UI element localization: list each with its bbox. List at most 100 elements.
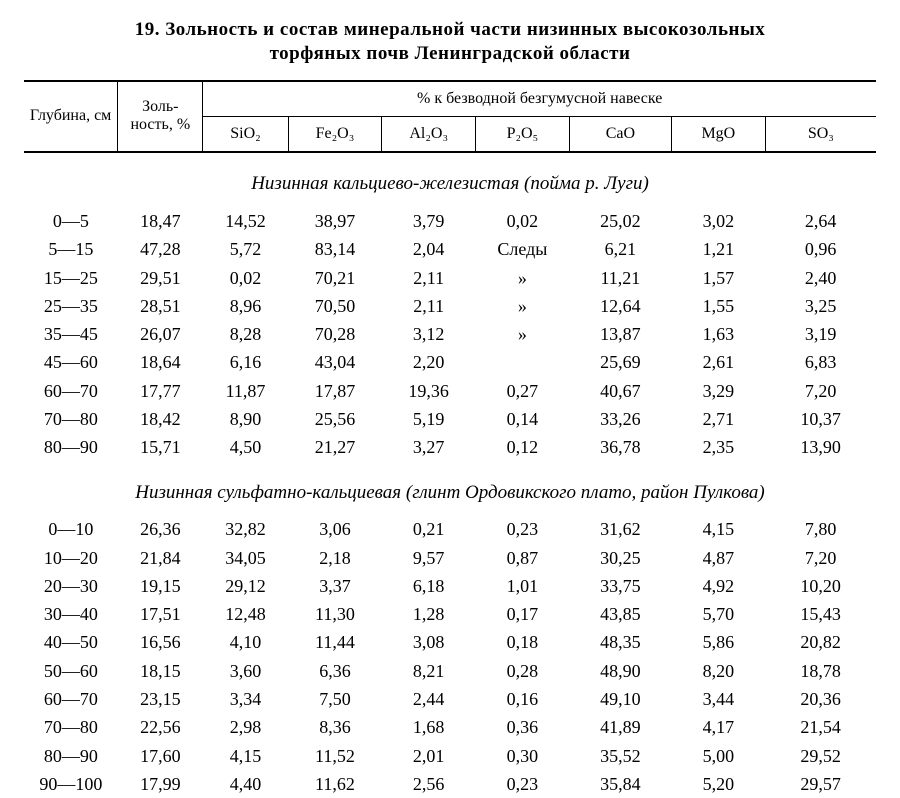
table-row: 60—7017,7711,8717,8719,360,2740,673,297,… [24,377,876,405]
cell-value: 18,47 [118,207,203,235]
cell-value: » [476,292,570,320]
cell-value: 4,50 [203,433,288,461]
cell-value: 30,25 [569,544,671,572]
col-al2o3: Al₂O₃ [382,116,476,152]
cell-depth: 20—30 [24,572,118,600]
cell-value: 28,51 [118,292,203,320]
cell-value: 4,15 [671,515,765,543]
cell-depth: 45—60 [24,348,118,376]
cell-depth: 10—20 [24,544,118,572]
cell-value [476,348,570,376]
col-p2o5: P₂O₅ [476,116,570,152]
cell-value: 18,42 [118,405,203,433]
cell-value: 29,52 [765,742,876,770]
cell-value: 1,01 [476,572,570,600]
cell-value: 7,80 [765,515,876,543]
table-row: 5—1547,285,7283,142,04Следы6,211,210,96 [24,235,876,263]
cell-value: 9,57 [382,544,476,572]
cell-value: 2,61 [671,348,765,376]
cell-depth: 40—50 [24,628,118,656]
cell-value: 4,40 [203,770,288,798]
cell-value: 1,28 [382,600,476,628]
cell-depth: 5—15 [24,235,118,263]
cell-value: 4,10 [203,628,288,656]
cell-value: 48,90 [569,657,671,685]
cell-value: 0,36 [476,713,570,741]
cell-value: 0,02 [476,207,570,235]
cell-depth: 80—90 [24,433,118,461]
cell-value: 49,10 [569,685,671,713]
cell-value: 0,18 [476,628,570,656]
col-so3: SO₃ [765,116,876,152]
cell-value: 70,28 [288,320,382,348]
cell-value: 8,36 [288,713,382,741]
cell-value: 2,18 [288,544,382,572]
cell-depth: 90—100 [24,770,118,798]
cell-value: 15,71 [118,433,203,461]
cell-value: 2,71 [671,405,765,433]
cell-value: 2,98 [203,713,288,741]
cell-depth: 0—10 [24,515,118,543]
cell-value: 20,36 [765,685,876,713]
table-row: 50—6018,153,606,368,210,2848,908,2018,78 [24,657,876,685]
section-caption: Низинная сульфатно-кальциевая (глинт Орд… [24,462,876,516]
cell-value: 0,27 [476,377,570,405]
cell-value: 8,28 [203,320,288,348]
col-cao: CaO [569,116,671,152]
cell-value: 0,23 [476,515,570,543]
data-table: Глубина, см Золь-ность, % % к безводной … [24,80,876,798]
cell-value: 3,06 [288,515,382,543]
cell-depth: 25—35 [24,292,118,320]
cell-value: 6,83 [765,348,876,376]
cell-value: 47,28 [118,235,203,263]
cell-value: 26,36 [118,515,203,543]
cell-value: 20,82 [765,628,876,656]
cell-value: 18,64 [118,348,203,376]
cell-value: 0,21 [382,515,476,543]
cell-value: 34,05 [203,544,288,572]
cell-value: 0,02 [203,264,288,292]
cell-value: 4,87 [671,544,765,572]
cell-value: 0,12 [476,433,570,461]
cell-value: 6,16 [203,348,288,376]
cell-value: 23,15 [118,685,203,713]
cell-value: 33,75 [569,572,671,600]
cell-value: 43,04 [288,348,382,376]
cell-value: 70,21 [288,264,382,292]
table-row: 20—3019,1529,123,376,181,0133,754,9210,2… [24,572,876,600]
table-row: 60—7023,153,347,502,440,1649,103,4420,36 [24,685,876,713]
cell-value: 25,02 [569,207,671,235]
cell-depth: 30—40 [24,600,118,628]
cell-value: 2,64 [765,207,876,235]
cell-value: 10,37 [765,405,876,433]
cell-value: 6,18 [382,572,476,600]
table-row: 90—10017,994,4011,622,560,2335,845,2029,… [24,770,876,798]
cell-value: 7,50 [288,685,382,713]
cell-value: 29,12 [203,572,288,600]
cell-value: 1,63 [671,320,765,348]
cell-depth: 80—90 [24,742,118,770]
cell-value: » [476,264,570,292]
cell-value: 3,25 [765,292,876,320]
cell-value: 2,04 [382,235,476,263]
table-row: 25—3528,518,9670,502,11»12,641,553,25 [24,292,876,320]
cell-value: 1,21 [671,235,765,263]
col-fe2o3: Fe₂O₃ [288,116,382,152]
cell-value: 13,90 [765,433,876,461]
cell-value: 10,20 [765,572,876,600]
table-row: 0—1026,3632,823,060,210,2331,624,157,80 [24,515,876,543]
cell-value: 6,21 [569,235,671,263]
cell-value: 17,99 [118,770,203,798]
table-row: 45—6018,646,1643,042,2025,692,616,83 [24,348,876,376]
cell-value: 3,44 [671,685,765,713]
cell-value: 41,89 [569,713,671,741]
cell-value: 11,44 [288,628,382,656]
cell-value: 0,87 [476,544,570,572]
cell-value: 2,11 [382,264,476,292]
cell-value: 3,60 [203,657,288,685]
cell-value: 19,36 [382,377,476,405]
cell-value: 2,01 [382,742,476,770]
cell-value: 21,84 [118,544,203,572]
table-row: 35—4526,078,2870,283,12»13,871,633,19 [24,320,876,348]
cell-value: 22,56 [118,713,203,741]
